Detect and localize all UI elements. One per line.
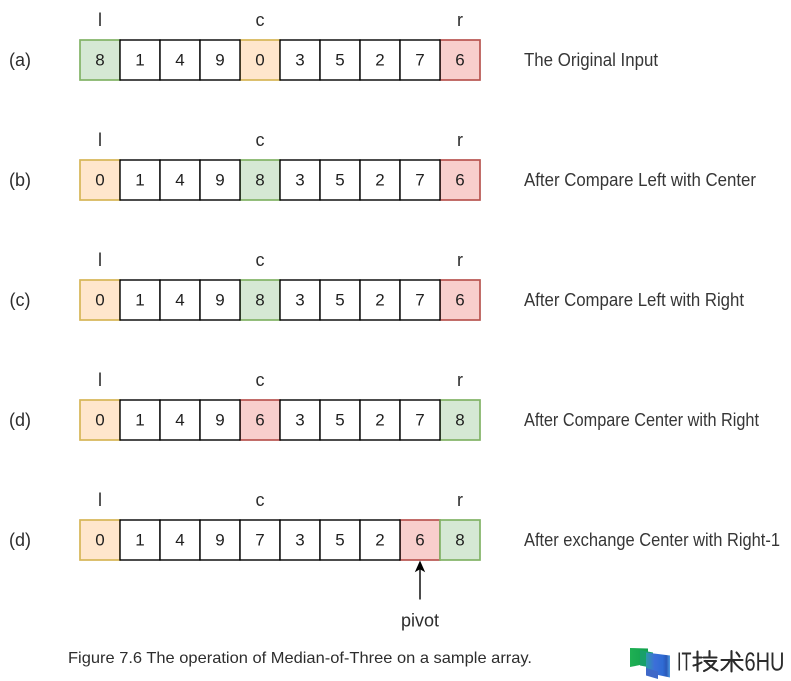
svg-text:(b): (b) <box>9 170 31 190</box>
svg-text:2: 2 <box>375 51 384 70</box>
svg-text:0: 0 <box>95 531 104 550</box>
svg-text:1: 1 <box>135 291 144 310</box>
svg-text:9: 9 <box>215 51 224 70</box>
svg-text:r: r <box>457 10 463 30</box>
svg-text:r: r <box>457 490 463 510</box>
svg-text:0: 0 <box>255 51 264 70</box>
svg-text:l: l <box>98 10 102 30</box>
svg-text:3: 3 <box>295 171 304 190</box>
svg-text:After Compare Left with Center: After Compare Left with Center <box>524 170 756 190</box>
svg-text:9: 9 <box>215 411 224 430</box>
svg-text:1: 1 <box>135 51 144 70</box>
svg-text:8: 8 <box>255 171 264 190</box>
svg-text:c: c <box>256 130 265 150</box>
svg-text:Figure 7.6 The operation of Me: Figure 7.6 The operation of Median-of-Th… <box>68 650 532 667</box>
svg-text:c: c <box>256 250 265 270</box>
svg-text:6HU: 6HU <box>745 647 785 677</box>
svg-text:c: c <box>256 490 265 510</box>
svg-text:0: 0 <box>95 411 104 430</box>
svg-text:7: 7 <box>255 531 264 550</box>
svg-text:2: 2 <box>375 411 384 430</box>
svg-text:9: 9 <box>215 171 224 190</box>
svg-text:6: 6 <box>455 171 464 190</box>
svg-text:c: c <box>256 10 265 30</box>
svg-text:8: 8 <box>95 51 104 70</box>
svg-text:c: c <box>256 370 265 390</box>
svg-text:r: r <box>457 370 463 390</box>
svg-text:7: 7 <box>415 291 424 310</box>
svg-text:IT: IT <box>677 647 692 677</box>
svg-text:6: 6 <box>415 531 424 550</box>
svg-text:8: 8 <box>455 411 464 430</box>
svg-text:5: 5 <box>335 411 344 430</box>
svg-text:2: 2 <box>375 291 384 310</box>
svg-text:(a): (a) <box>9 50 31 70</box>
svg-text:0: 0 <box>95 171 104 190</box>
svg-text:7: 7 <box>415 51 424 70</box>
svg-text:3: 3 <box>295 291 304 310</box>
svg-text:2: 2 <box>375 531 384 550</box>
svg-text:pivot: pivot <box>401 611 439 631</box>
svg-text:2: 2 <box>375 171 384 190</box>
svg-text:r: r <box>457 250 463 270</box>
svg-text:6: 6 <box>255 411 264 430</box>
svg-text:6: 6 <box>455 291 464 310</box>
svg-text:(d): (d) <box>9 410 31 430</box>
svg-text:0: 0 <box>95 291 104 310</box>
svg-text:9: 9 <box>215 291 224 310</box>
svg-text:1: 1 <box>135 171 144 190</box>
svg-text:1: 1 <box>135 531 144 550</box>
svg-text:After Compare Left with Right: After Compare Left with Right <box>524 290 744 310</box>
svg-text:4: 4 <box>175 51 184 70</box>
svg-text:1: 1 <box>135 411 144 430</box>
svg-text:5: 5 <box>335 171 344 190</box>
svg-text:4: 4 <box>175 411 184 430</box>
svg-text:8: 8 <box>255 291 264 310</box>
svg-text:(d): (d) <box>9 530 31 550</box>
svg-text:The Original Input: The Original Input <box>524 50 658 70</box>
svg-text:4: 4 <box>175 291 184 310</box>
svg-text:l: l <box>98 370 102 390</box>
svg-text:l: l <box>98 490 102 510</box>
svg-text:r: r <box>457 130 463 150</box>
svg-text:l: l <box>98 130 102 150</box>
svg-text:5: 5 <box>335 51 344 70</box>
svg-text:3: 3 <box>295 411 304 430</box>
svg-text:5: 5 <box>335 531 344 550</box>
svg-text:8: 8 <box>455 531 464 550</box>
svg-text:4: 4 <box>175 531 184 550</box>
svg-text:(c): (c) <box>10 290 31 310</box>
svg-text:5: 5 <box>335 291 344 310</box>
svg-text:3: 3 <box>295 531 304 550</box>
svg-text:9: 9 <box>215 531 224 550</box>
svg-text:3: 3 <box>295 51 304 70</box>
svg-text:6: 6 <box>455 51 464 70</box>
svg-text:After Compare Center with Righ: After Compare Center with Right <box>524 410 759 430</box>
svg-text:4: 4 <box>175 171 184 190</box>
svg-text:l: l <box>98 250 102 270</box>
svg-text:7: 7 <box>415 171 424 190</box>
svg-text:After exchange Center with Rig: After exchange Center with Right-1 <box>524 530 780 550</box>
svg-text:7: 7 <box>415 411 424 430</box>
